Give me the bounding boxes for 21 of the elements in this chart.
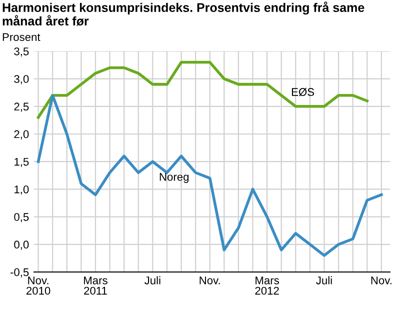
x-tick-label: Juli: [144, 276, 160, 284]
series-label: EØS: [292, 88, 314, 96]
chart-title: Harmonisert konsumprisindeks. Prosentvis endring frå same månad året før: [2, 2, 364, 26]
series-label: Noreg: [160, 173, 189, 183]
y-tick-label: 1,5: [14, 158, 29, 168]
y-tick-label: 2,0: [14, 130, 29, 140]
y-tick-label: 2,5: [14, 102, 29, 112]
y-axis-title: Prosent: [2, 33, 40, 42]
y-tick-label: 0,5: [14, 213, 29, 222]
x-tick-label: Nov.: [200, 276, 220, 284]
y-tick-label: 0,0: [14, 240, 29, 250]
y-tick-label: -0,5: [10, 268, 29, 278]
x-tick-label: Juli: [316, 276, 332, 284]
y-tick-label: 3,5: [14, 47, 29, 57]
y-tick-label: 1,0: [14, 185, 29, 195]
x-tick-label: Mars 2011: [84, 276, 108, 295]
line-series: [36, 60, 369, 119]
x-tick-label: Nov.: [371, 276, 392, 284]
y-tick-label: 3,0: [14, 75, 29, 84]
x-tick-label: Nov. 2010: [26, 276, 50, 295]
x-tick-label: Mars 2012: [255, 276, 279, 295]
